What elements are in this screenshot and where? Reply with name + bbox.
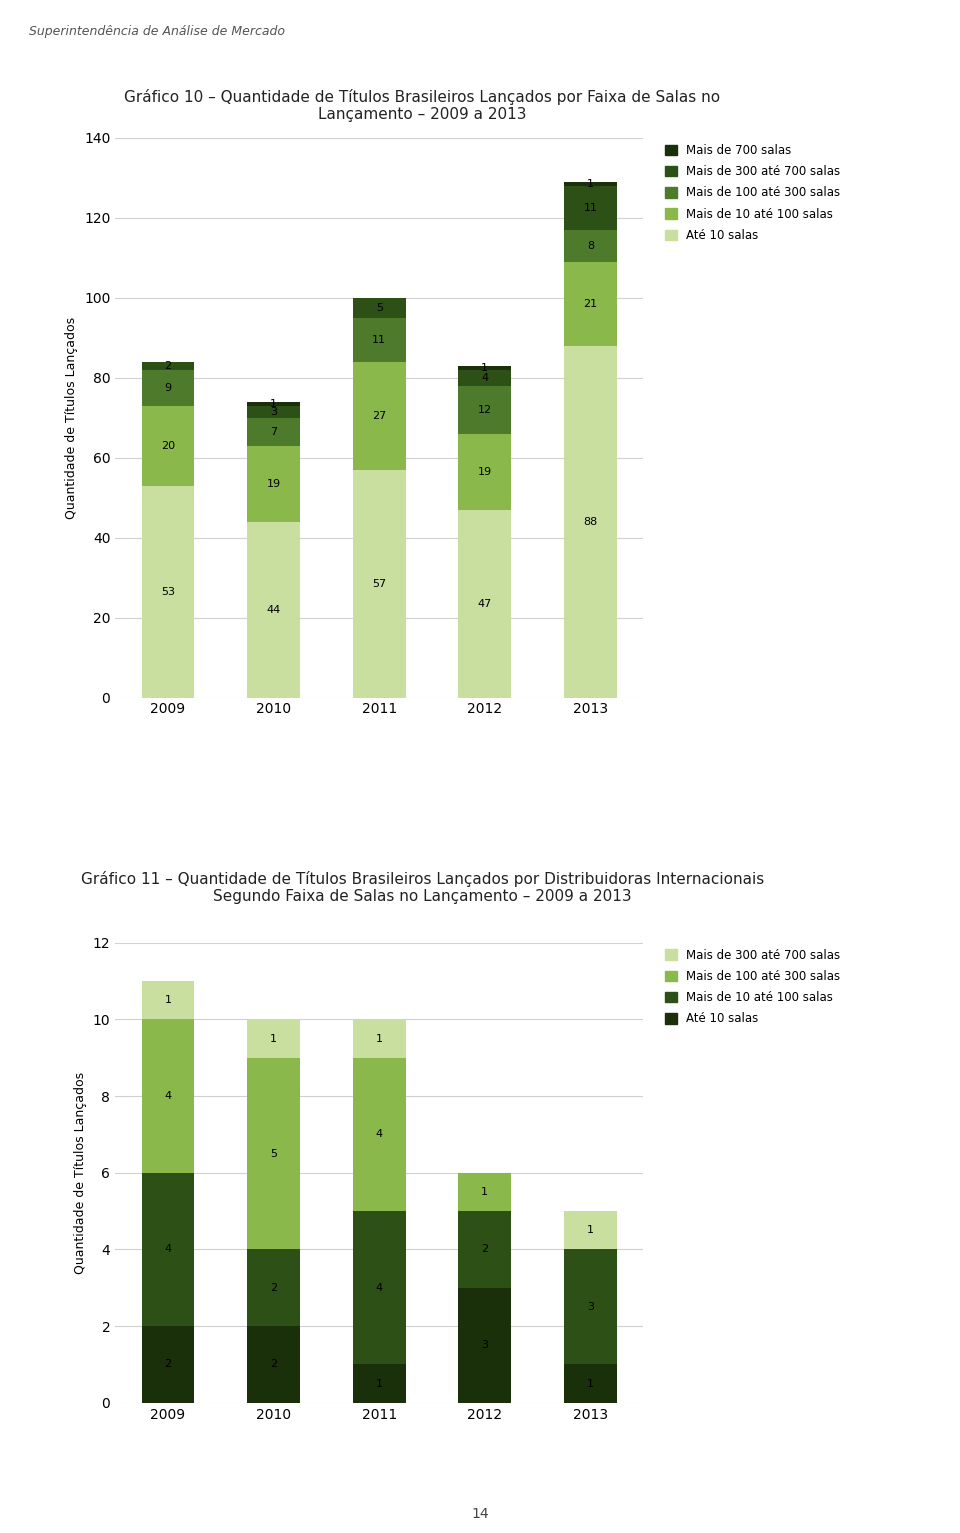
Text: 1: 1 xyxy=(481,363,489,373)
Bar xyxy=(564,230,616,262)
Text: 3: 3 xyxy=(481,1340,489,1351)
Bar xyxy=(142,981,194,1019)
Text: 1: 1 xyxy=(587,1378,594,1389)
Bar xyxy=(564,1249,616,1364)
Text: 5: 5 xyxy=(270,1148,277,1159)
Text: 2: 2 xyxy=(481,1245,489,1254)
Text: 4: 4 xyxy=(164,1245,172,1254)
Text: 2: 2 xyxy=(164,1360,172,1369)
Bar xyxy=(142,1326,194,1403)
Bar xyxy=(353,297,406,317)
Bar xyxy=(142,406,194,486)
Bar xyxy=(353,469,406,698)
Bar xyxy=(564,1211,616,1249)
Bar xyxy=(459,1173,512,1211)
Bar xyxy=(353,1211,406,1364)
Text: Gráfico 10 – Quantidade de Títulos Brasileiros Lançados por Faixa de Salas no
La: Gráfico 10 – Quantidade de Títulos Brasi… xyxy=(125,89,720,123)
Legend: Mais de 300 até 700 salas, Mais de 100 até 300 salas, Mais de 10 até 100 salas, : Mais de 300 até 700 salas, Mais de 100 a… xyxy=(665,949,840,1026)
Bar xyxy=(142,362,194,369)
Text: 1: 1 xyxy=(375,1378,383,1389)
Text: 44: 44 xyxy=(267,604,280,615)
Y-axis label: Quantidade de Títulos Lançados: Quantidade de Títulos Lançados xyxy=(65,317,79,518)
Bar xyxy=(248,1058,300,1249)
Bar xyxy=(142,1019,194,1173)
Text: 47: 47 xyxy=(478,598,492,609)
Bar xyxy=(248,1326,300,1403)
Text: 1: 1 xyxy=(587,179,594,189)
Bar xyxy=(142,486,194,698)
Text: 21: 21 xyxy=(584,299,597,308)
Text: 53: 53 xyxy=(161,587,175,596)
Text: 4: 4 xyxy=(375,1130,383,1139)
Text: 1: 1 xyxy=(481,1187,489,1197)
Bar xyxy=(248,521,300,698)
Bar xyxy=(353,362,406,469)
Text: 1: 1 xyxy=(375,1033,383,1044)
Bar xyxy=(248,1019,300,1058)
Bar xyxy=(564,182,616,185)
Text: 5: 5 xyxy=(375,304,383,313)
Bar xyxy=(459,509,512,698)
Bar xyxy=(248,419,300,446)
Bar xyxy=(459,366,512,369)
Legend: Mais de 700 salas, Mais de 300 até 700 salas, Mais de 100 até 300 salas, Mais de: Mais de 700 salas, Mais de 300 até 700 s… xyxy=(665,144,840,242)
Bar xyxy=(353,1019,406,1058)
Text: 14: 14 xyxy=(471,1507,489,1521)
Bar xyxy=(248,402,300,406)
Bar xyxy=(353,1364,406,1403)
Text: 2: 2 xyxy=(270,1360,277,1369)
Bar xyxy=(353,317,406,362)
Text: 4: 4 xyxy=(375,1283,383,1292)
Text: 9: 9 xyxy=(164,383,172,392)
Bar xyxy=(459,386,512,434)
Text: 4: 4 xyxy=(481,373,489,383)
Text: 11: 11 xyxy=(372,334,386,345)
Text: 19: 19 xyxy=(478,466,492,477)
Bar xyxy=(142,369,194,406)
Bar xyxy=(248,446,300,521)
Text: 3: 3 xyxy=(587,1302,594,1312)
Bar xyxy=(564,1364,616,1403)
Text: 2: 2 xyxy=(270,1283,277,1292)
Text: 8: 8 xyxy=(587,241,594,251)
Text: 1: 1 xyxy=(270,399,277,409)
Text: 11: 11 xyxy=(584,202,597,213)
Text: 12: 12 xyxy=(478,405,492,415)
Bar xyxy=(142,1173,194,1326)
Text: 88: 88 xyxy=(584,517,597,527)
Bar xyxy=(564,346,616,698)
Text: Gráfico 11 – Quantidade de Títulos Brasileiros Lançados por Distribuidoras Inter: Gráfico 11 – Quantidade de Títulos Brasi… xyxy=(81,871,764,904)
Text: 1: 1 xyxy=(270,1033,277,1044)
Text: 19: 19 xyxy=(267,478,280,489)
Text: 27: 27 xyxy=(372,411,386,420)
Text: 2: 2 xyxy=(164,360,172,371)
Bar xyxy=(564,262,616,346)
Text: 57: 57 xyxy=(372,578,386,589)
Text: 3: 3 xyxy=(270,406,277,417)
Bar xyxy=(459,434,512,509)
Bar xyxy=(353,1058,406,1211)
Text: 7: 7 xyxy=(270,426,277,437)
Text: 1: 1 xyxy=(164,995,172,1006)
Y-axis label: Quantidade de Títulos Lançados: Quantidade de Títulos Lançados xyxy=(74,1072,87,1274)
Bar xyxy=(248,1249,300,1326)
Text: 20: 20 xyxy=(161,440,175,451)
Bar xyxy=(248,406,300,419)
Bar xyxy=(459,369,512,386)
Text: 1: 1 xyxy=(587,1225,594,1236)
Text: 4: 4 xyxy=(164,1091,172,1101)
Bar xyxy=(459,1288,512,1403)
Bar xyxy=(459,1211,512,1288)
Bar xyxy=(564,185,616,230)
Text: Superintendência de Análise de Mercado: Superintendência de Análise de Mercado xyxy=(29,25,285,37)
